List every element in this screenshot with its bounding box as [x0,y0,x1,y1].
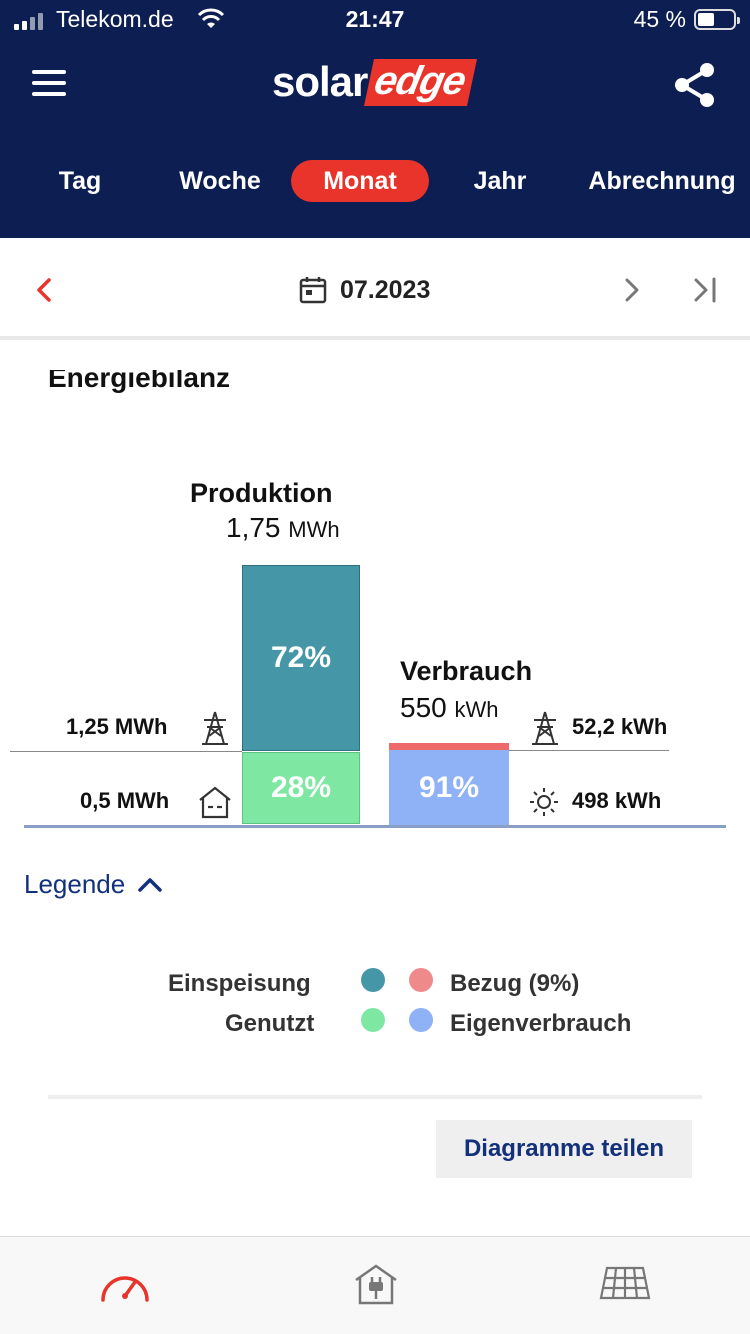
reference-line-right [509,750,669,751]
nav-layout[interactable] [595,1259,655,1309]
dashboard-gauge-icon [101,1276,149,1302]
bar-label-genutzt: 28% [270,771,332,804]
battery-percent: 45 % [633,6,686,32]
bar-genutzt: 28% [242,752,360,824]
chevron-right-icon[interactable] [618,276,646,304]
legend-toggle-label: Legende [24,868,126,899]
genutzt-value: 0,5 MWh [80,788,170,813]
share-icon[interactable] [672,60,718,110]
chart-baseline [24,825,726,828]
nav-consumption[interactable] [346,1259,406,1309]
consumption-value: 550 kWh [400,692,499,723]
logo-text-edge: edge [364,58,478,106]
einspeisung-value: 1,25 MWh [66,714,168,739]
app-header: Telekom.de 21:47 45 % solar edge Tag Woc… [0,0,750,238]
current-period: 07.2023 [340,275,431,304]
reference-line-left [10,751,242,752]
legend-toggle[interactable]: Legende [24,866,163,902]
date-navigation: 07.2023 [0,238,750,340]
legend-eigenverbrauch: Eigenverbrauch [450,1010,632,1037]
bar-eigenverbrauch: 91% [389,750,509,825]
bar-einspeisung: 72% [242,565,360,751]
legend-einspeisung: Einspeisung [168,970,311,997]
house-icon [199,786,231,819]
calendar-icon [299,277,327,304]
consumption-unit: kWh [454,697,499,722]
bar-label-einspeisung: 72% [270,641,332,674]
bar-label-eigenverbrauch: 91% [418,770,480,804]
legend-dot-eigenverbrauch [409,1008,433,1032]
production-title: Produktion [190,478,333,508]
tab-monat[interactable]: Monat [291,160,429,202]
tab-woche[interactable]: Woche [179,167,261,195]
legend-dot-einspeisung [361,968,385,992]
power-pylon-icon [202,711,228,745]
chevron-up-icon [138,878,162,892]
solar-panel-icon [599,1266,651,1300]
logo-text-solar: solar [272,58,368,105]
menu-button[interactable] [32,70,68,96]
skip-to-last-icon[interactable] [690,276,720,304]
status-bar: Telekom.de 21:47 45 % [0,0,750,40]
tab-tag[interactable]: Tag [58,167,102,195]
tab-jahr[interactable]: Jahr [473,167,527,195]
legend-genutzt: Genutzt [225,1010,315,1037]
period-tabs: Tag Woche Monat Jahr Abrechnung [0,160,750,206]
clock: 21:47 [345,6,405,32]
battery-icon [694,9,740,30]
wifi-icon [197,8,225,28]
legend-dot-genutzt [361,1008,385,1032]
house-plug-icon [355,1264,397,1305]
bottom-navigation [0,1236,750,1334]
signal-icon [14,12,43,30]
share-diagrams-button[interactable]: Diagramme teilen [436,1120,692,1178]
chevron-left-icon[interactable] [30,276,58,304]
production-unit: MWh [288,517,340,542]
legend-bezug: Bezug (9%) [450,970,580,997]
sun-icon [530,788,558,816]
tab-abrechnung[interactable]: Abrechnung [588,167,736,195]
power-pylon-icon [532,711,558,745]
consumption-title: Verbrauch [400,656,533,686]
production-value: 1,75 MWh [226,512,340,543]
card-title: Energiebilanz [48,370,231,393]
eigenverbrauch-value: 498 kWh [572,788,662,813]
carrier-name: Telekom.de [56,6,174,32]
bar-bezug [389,743,509,750]
legend-dot-bezug [409,968,433,992]
divider [48,1095,702,1099]
bezug-value: 52,2 kWh [572,714,668,739]
nav-dashboard[interactable] [95,1259,155,1309]
solaredge-logo: solar edge [272,58,478,106]
date-picker[interactable]: 07.2023 [298,274,430,306]
